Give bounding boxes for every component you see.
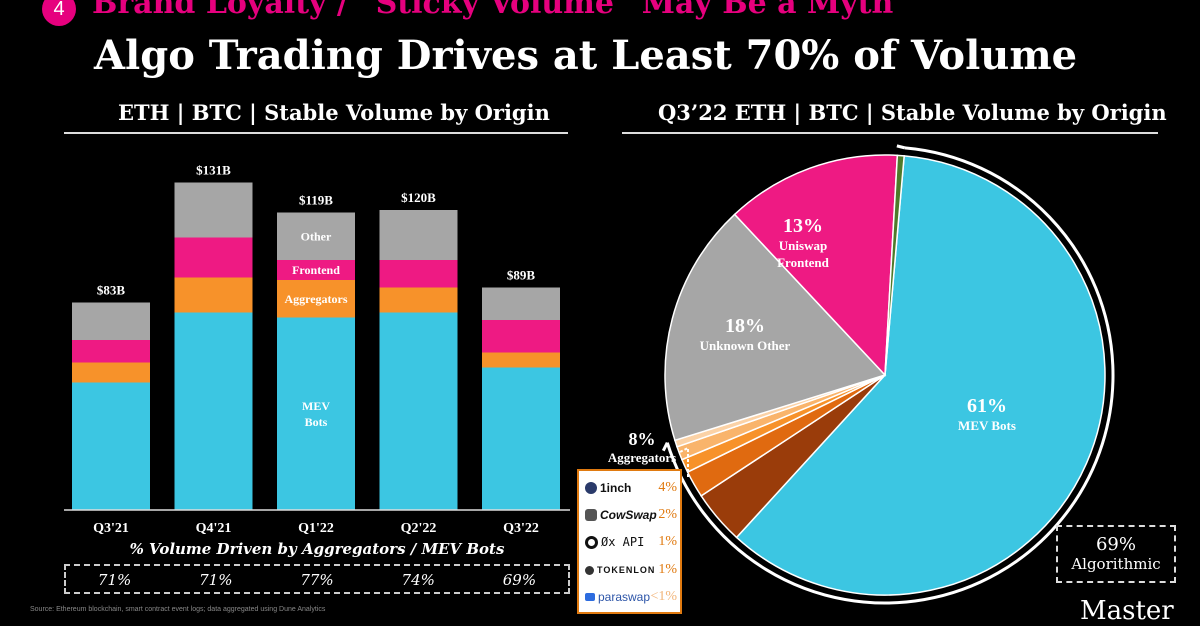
legend-pct: 1%	[658, 534, 677, 549]
bar-segment-other	[277, 212, 355, 260]
slice-label-name: Unknown Other	[700, 338, 791, 353]
bar-segment-mev-bots	[379, 312, 458, 510]
slice-label-pct: 8%	[629, 429, 656, 449]
legend-name: Øx API	[601, 535, 645, 549]
bar-chart-title-rule	[64, 132, 568, 134]
legend-pct: 2%	[658, 507, 677, 522]
bar-segment-mev-bots	[174, 312, 253, 510]
bar-total-label: $83B	[97, 283, 126, 298]
x-tick-label: Q3'21	[93, 521, 129, 536]
pct-value: 77%	[300, 571, 334, 589]
algorithmic-label: Algorithmic	[1071, 555, 1161, 573]
bracket-tick	[896, 144, 906, 150]
section-number-badge: 4	[42, 0, 76, 26]
pie-slice	[664, 213, 887, 442]
bar-total-label: $89B	[507, 268, 536, 283]
pct-value: 69%	[502, 571, 537, 589]
pie-chart: 61%MEV Bots 18%Unknown Other 13%Uniswap Fro…	[608, 144, 1115, 605]
pie-slice	[735, 155, 1106, 596]
pie-chart-title: Q3’22 ETH | BTC | Stable Volume by Origi…	[658, 100, 1167, 125]
0x-icon	[585, 535, 598, 549]
algorithmic-box: 69% Algorithmic	[1056, 525, 1176, 583]
slice-label-pct: 18%	[725, 315, 765, 337]
paraswap-icon	[585, 593, 595, 601]
bar-segment-other	[379, 210, 458, 260]
bar-segment-mev-bots	[277, 317, 355, 510]
bar-total-label: $120B	[401, 190, 436, 205]
bar-segment-mev-bots	[482, 367, 560, 510]
slide-title: Algo Trading Drives at Least 70% of Volu…	[94, 32, 1078, 79]
legend-pct: 1%	[658, 562, 677, 577]
legend-item-cowswap: CowSwap 2%	[585, 504, 677, 526]
source-footnote: Source: Ethereum blockchain, smart contr…	[30, 606, 326, 613]
bar-segment-frontend	[277, 260, 355, 280]
legend-item-1inch: 1inch 4%	[585, 477, 677, 499]
bar-segment-frontend	[174, 237, 253, 278]
bar-segment-frontend	[379, 260, 458, 288]
bar-segment-mev-bots	[72, 382, 150, 510]
bar-chart-title: ETH | BTC | Stable Volume by Origin	[118, 100, 550, 125]
slice-label-name: Aggregators	[608, 450, 676, 465]
bar-segment-frontend	[72, 340, 150, 363]
bar-segment-aggregators	[482, 352, 560, 368]
slice-label-pct: 61%	[967, 395, 1007, 417]
pct-value: 74%	[401, 571, 435, 589]
segment-label: Aggregators	[284, 292, 347, 306]
pie-slice	[733, 154, 899, 377]
bar-segment-aggregators	[174, 277, 253, 313]
cow-icon	[585, 509, 597, 521]
legend-pct: <1%	[650, 589, 677, 604]
segment-label: MEV	[302, 399, 330, 413]
pct-value: 71%	[97, 571, 132, 589]
legend-name: TOKENLON	[597, 565, 656, 575]
legend-item-tokenlon: TOKENLON 1%	[585, 559, 677, 581]
slice-label-name: Uniswap	[779, 238, 827, 253]
pct-volume-caption: % Volume Driven by Aggregators / MEV Bot…	[129, 540, 505, 558]
pie-chart-title-rule	[622, 132, 1158, 134]
aggregator-legend: 1inch 4% CowSwap 2% Øx API 1% TOKENLON 1…	[577, 469, 682, 614]
bar-segment-aggregators	[379, 287, 458, 313]
bar-segment-frontend	[482, 320, 560, 353]
pct-values-box	[64, 564, 570, 594]
bar-segment-other	[174, 182, 253, 238]
slide-subtitle: Brand Loyalty / “Sticky Volume” May Be a…	[92, 0, 894, 21]
x-tick-label: Q3'22	[503, 521, 539, 536]
x-tick-label: Q2'22	[401, 521, 437, 536]
bar-segment-other	[482, 287, 560, 320]
tokenlon-icon	[585, 565, 594, 575]
legend-name: 1inch	[600, 481, 632, 495]
legend-pct: 4%	[658, 480, 677, 495]
algorithmic-bracket	[665, 146, 1115, 605]
segment-label: Bots	[305, 415, 328, 429]
x-tick-label: Q4'21	[196, 521, 232, 536]
legend-name: paraswap	[598, 590, 651, 604]
legend-item-paraswap: paraswap <1%	[585, 586, 677, 608]
stacked-bar-chart: $83B Q3'21 $131B Q4'21 $119B Q1'22 Other Fronte…	[64, 163, 570, 536]
brand-wordmark: Master	[1080, 596, 1174, 626]
unicorn-icon	[585, 482, 597, 494]
legend-name: CowSwap	[600, 508, 657, 522]
aggregators-bracket	[679, 446, 689, 478]
segment-label: Frontend	[292, 263, 340, 277]
pie-slice	[884, 154, 905, 376]
x-tick-label: Q1'22	[298, 521, 334, 536]
algorithmic-pct: 69%	[1095, 534, 1136, 555]
slice-label-name: MEV Bots	[958, 418, 1016, 433]
bar-segment-aggregators	[277, 280, 355, 318]
slice-label-pct: 13%	[783, 215, 823, 237]
bar-total-label: $119B	[299, 193, 333, 208]
legend-item-0x: Øx API 1%	[585, 531, 677, 553]
bar-segment-aggregators	[72, 362, 150, 383]
pct-value: 71%	[199, 571, 233, 589]
pct-values-row: 71% 71% 77% 74% 69%	[64, 565, 570, 595]
bracket-tick	[661, 442, 669, 452]
segment-label: Other	[301, 229, 332, 243]
bar-segment-other	[72, 302, 150, 340]
bar-total-label: $131B	[196, 163, 231, 178]
slice-label-name: Frontend	[777, 255, 830, 270]
